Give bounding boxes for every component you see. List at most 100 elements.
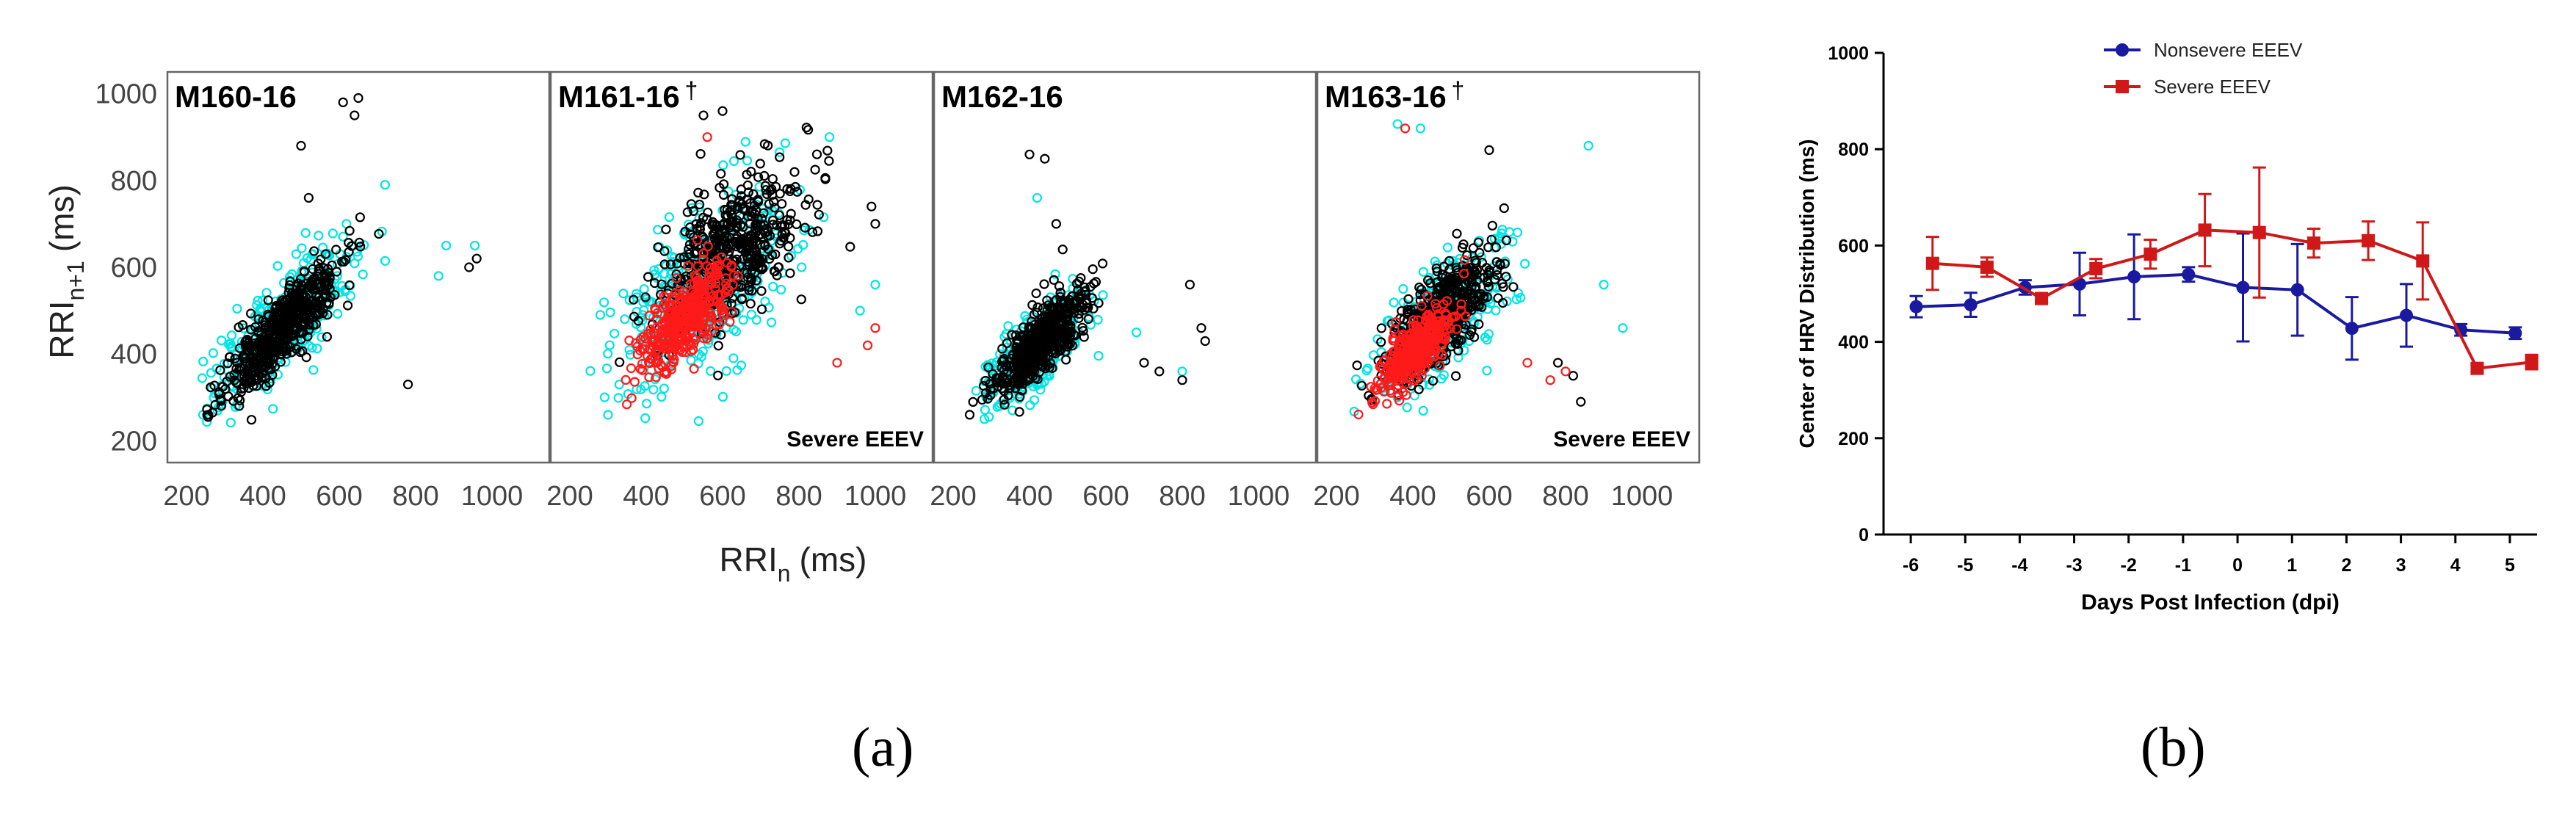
point xyxy=(1027,300,1038,310)
point xyxy=(726,307,737,317)
series-black xyxy=(202,93,482,425)
point xyxy=(1077,322,1088,333)
point xyxy=(1054,332,1065,342)
panel-frame xyxy=(549,70,934,464)
point xyxy=(1406,333,1417,344)
point xyxy=(656,319,667,329)
point xyxy=(693,416,704,427)
point xyxy=(1466,272,1477,283)
outlier-point xyxy=(1032,192,1043,203)
y-tick-label: 800 xyxy=(111,166,157,197)
point xyxy=(235,362,245,373)
point xyxy=(307,343,317,353)
point xyxy=(624,344,634,355)
point xyxy=(1057,244,1068,255)
point xyxy=(750,220,761,230)
point xyxy=(781,228,791,239)
point xyxy=(1456,305,1466,316)
point xyxy=(667,323,679,333)
point xyxy=(750,223,760,233)
point xyxy=(1083,314,1093,325)
point xyxy=(1407,352,1418,363)
point xyxy=(214,389,224,399)
point xyxy=(671,273,681,283)
point xyxy=(313,258,323,269)
point xyxy=(216,401,227,411)
outlier-point xyxy=(1177,375,1187,385)
point xyxy=(1361,365,1372,375)
point xyxy=(344,225,355,236)
point xyxy=(732,365,742,375)
outlier-point xyxy=(353,93,363,104)
point xyxy=(735,220,746,231)
point xyxy=(601,363,612,374)
point xyxy=(646,337,657,347)
point xyxy=(759,170,770,181)
point xyxy=(742,156,753,166)
point xyxy=(753,172,764,182)
point xyxy=(1049,275,1059,285)
point xyxy=(251,381,262,391)
point xyxy=(1480,333,1491,343)
panel-b-y-axis-label: Center of HRV Distribution (ms) xyxy=(1795,139,1818,448)
point xyxy=(1353,409,1364,420)
point xyxy=(632,306,642,317)
point xyxy=(208,348,218,358)
point xyxy=(824,156,834,166)
x-tick-label: 3 xyxy=(2396,555,2406,576)
data-point xyxy=(2198,223,2212,237)
point xyxy=(648,384,659,395)
point xyxy=(760,296,770,307)
point xyxy=(713,370,723,380)
point xyxy=(300,228,311,238)
point xyxy=(1431,329,1441,339)
x-tick-label: 1 xyxy=(2287,555,2297,576)
point xyxy=(226,341,236,352)
point xyxy=(1414,384,1424,394)
panel-b-x-axis-label: Days Post Infection (dpi) xyxy=(2081,590,2340,615)
point xyxy=(1088,278,1099,289)
point xyxy=(1508,282,1519,292)
point xyxy=(206,382,216,393)
outlier-point xyxy=(1545,375,1555,385)
point xyxy=(651,323,661,333)
point xyxy=(1010,330,1021,341)
point xyxy=(1483,281,1494,291)
point xyxy=(724,239,734,250)
point xyxy=(698,327,708,337)
point xyxy=(745,299,756,309)
point xyxy=(1050,269,1060,279)
point xyxy=(1051,295,1061,305)
point xyxy=(305,255,316,265)
point xyxy=(604,340,615,350)
point xyxy=(374,228,384,239)
point xyxy=(629,377,640,387)
point xyxy=(680,335,691,345)
point xyxy=(1516,292,1526,303)
point xyxy=(1074,294,1085,304)
x-tick-label: 800 xyxy=(775,481,822,512)
outlier-point xyxy=(1392,119,1403,129)
point xyxy=(701,214,712,225)
point xyxy=(1402,402,1412,413)
x-tick-label: 800 xyxy=(1542,481,1588,512)
point xyxy=(1439,299,1449,309)
point xyxy=(656,391,667,402)
point xyxy=(1397,306,1407,316)
scatter-points xyxy=(964,149,1210,424)
point xyxy=(699,189,709,200)
point xyxy=(644,372,654,383)
point xyxy=(380,256,391,266)
point xyxy=(1016,370,1026,380)
point xyxy=(682,207,692,217)
point xyxy=(1054,337,1065,347)
point xyxy=(710,278,721,289)
point xyxy=(354,237,364,247)
point xyxy=(724,246,734,256)
point xyxy=(1449,278,1460,288)
point xyxy=(308,264,318,275)
point xyxy=(767,215,778,225)
point xyxy=(649,265,659,275)
x-tick-label: 400 xyxy=(1006,481,1052,512)
point xyxy=(1039,279,1049,289)
